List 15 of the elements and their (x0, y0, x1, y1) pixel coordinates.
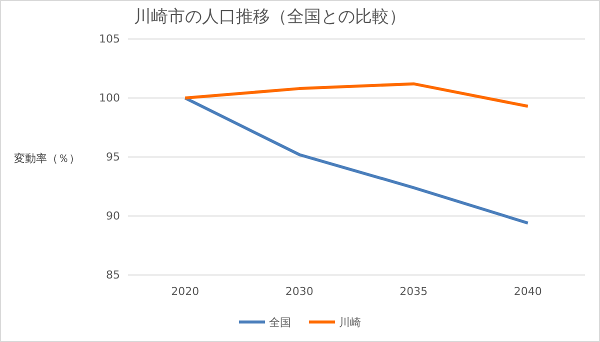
y-tick-label: 105 (99, 32, 120, 46)
x-tick-label: 2035 (400, 284, 428, 298)
line-series (184, 82, 530, 108)
y-tick-label: 95 (106, 150, 120, 164)
chart-title: 川崎市の人口推移（全国との比較） (134, 7, 406, 27)
legend-label: 川崎 (339, 316, 361, 329)
y-axis-title: 変動率（％） (14, 152, 80, 165)
legend-label: 全国 (269, 316, 291, 329)
x-tick-label: 2020 (171, 284, 200, 298)
y-tick-label: 100 (99, 92, 120, 105)
line-series (184, 96, 530, 225)
x-tick-label: 2040 (514, 284, 542, 298)
y-tick-label: 85 (106, 268, 120, 282)
y-tick-label: 90 (106, 210, 120, 223)
x-tick-label: 2030 (285, 284, 314, 298)
